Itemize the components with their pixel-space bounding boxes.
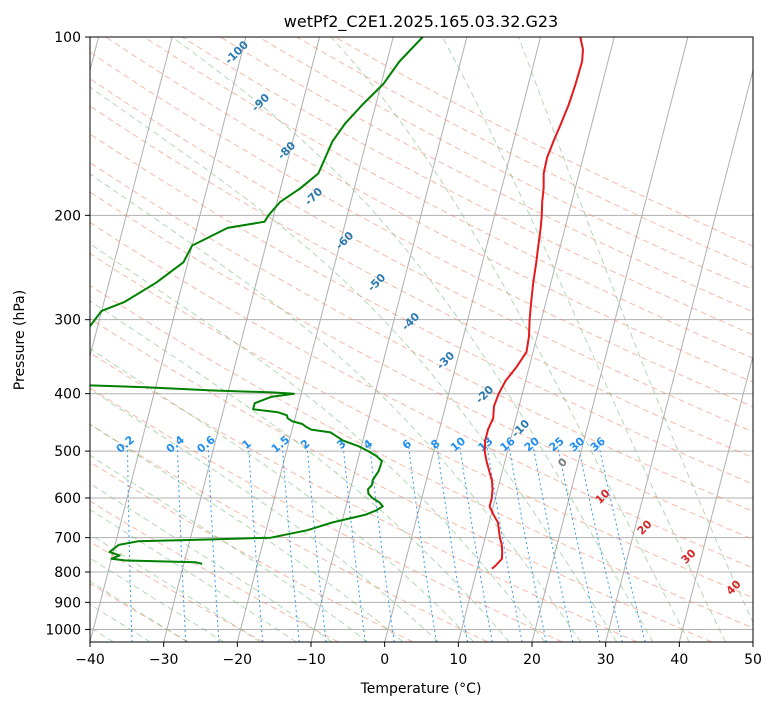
moist-adiabat-line (171, 37, 654, 642)
dry-adiabat-line (90, 284, 753, 629)
y-tick-label: 700 (54, 531, 81, 547)
moist-adiabat-line (90, 243, 546, 642)
y-axis: 100 200 300 400 500 600 700 800 900 1000 (45, 30, 90, 638)
y-tick-label: 500 (54, 444, 81, 460)
x-tick-label: −20 (223, 652, 253, 668)
moist-adiabat-line (518, 37, 753, 624)
isotherm-line (457, 37, 615, 642)
y-axis-title: Pressure (hPa) (12, 290, 28, 390)
mixing-ratio-line (281, 445, 300, 642)
x-tick-label: 30 (597, 652, 615, 668)
y-tick-label: 600 (54, 491, 81, 507)
moist-adiabat-line (90, 482, 333, 642)
y-tick-label: 200 (54, 208, 81, 224)
mixing-ratio-line (577, 445, 623, 642)
mixing-ratio-line (486, 445, 523, 642)
dry-adiabat-line (220, 37, 753, 313)
mixing-ratio-line (176, 445, 187, 642)
isotherm-line (531, 37, 689, 642)
mixing-ratio-line (532, 445, 574, 642)
isotherm-line (236, 37, 394, 642)
mixing-ratio-line (436, 445, 468, 642)
mixing-ratio-line (369, 445, 395, 642)
isotherm-line (384, 37, 542, 642)
dry-adiabat-line (90, 352, 638, 642)
x-axis: −40 −30 −20 −10 0 10 20 30 40 50 (75, 642, 762, 668)
background-lines (90, 37, 753, 642)
isotherm-line (678, 354, 753, 642)
moist-adiabat-line (90, 454, 368, 642)
dry-adiabat-line (90, 461, 414, 642)
dry-adiabat-line (90, 162, 753, 512)
plot-area (90, 37, 753, 642)
y-tick-label: 400 (54, 387, 81, 403)
x-tick-label: −30 (149, 652, 179, 668)
y-tick-label: 800 (54, 565, 81, 581)
dewpoint-profile-line (90, 37, 424, 565)
x-tick-label: −10 (296, 652, 326, 668)
dry-adiabat-line (90, 51, 753, 408)
plot-frame (89, 36, 754, 643)
y-tick-label: 100 (54, 30, 81, 46)
profile-lines (90, 37, 584, 570)
moist-adiabat-line (90, 86, 618, 642)
dry-adiabat-line (90, 318, 712, 642)
isotherm-line (310, 37, 468, 642)
mixing-ratio-line (598, 445, 646, 642)
dry-adiabat-line (90, 133, 753, 485)
mixing-ratio-line (207, 445, 220, 642)
isotherm-line (605, 68, 753, 642)
x-axis-title: Temperature (°C) (360, 681, 482, 697)
dry-adiabat-line (90, 105, 753, 459)
dry-adiabat-line (90, 221, 753, 569)
moist-adiabat-line (330, 37, 690, 642)
dry-adiabat-line (90, 252, 753, 599)
mixing-ratio-line (248, 445, 264, 642)
moist-adiabat-line (442, 37, 727, 642)
x-tick-label: 50 (744, 652, 762, 668)
mixing-ratio-line (408, 445, 437, 642)
mixing-ratio-line (459, 445, 493, 642)
x-tick-label: −40 (75, 652, 105, 668)
moist-adiabat-line (90, 388, 439, 642)
y-tick-label: 900 (54, 595, 81, 611)
mixing-ratio-line (508, 445, 547, 642)
x-tick-label: 10 (449, 652, 467, 668)
x-tick-label: 20 (523, 652, 541, 668)
dry-adiabat-line (90, 583, 190, 642)
isotherm-line (90, 37, 247, 642)
x-tick-label: 0 (380, 652, 389, 668)
x-tick-label: 40 (670, 652, 688, 668)
mixing-ratio-line (557, 445, 601, 642)
y-tick-label: 300 (54, 313, 81, 329)
moist-adiabat-line (90, 423, 404, 642)
dry-adiabat-line (90, 423, 488, 642)
isotherm-line (163, 37, 321, 642)
mixing-ratio-line (306, 445, 327, 642)
mixing-ratio-line (127, 445, 133, 642)
temperature-profile-line (483, 37, 584, 570)
moist-adiabat-line (90, 173, 582, 642)
chart-title: wetPf2_C2E1.2025.165.03.32.G23 (284, 12, 558, 32)
dry-adiabat-line (90, 387, 563, 642)
mixing-ratio-line (342, 445, 366, 642)
isotherm-line (90, 37, 173, 359)
y-tick-label: 1000 (45, 622, 81, 638)
